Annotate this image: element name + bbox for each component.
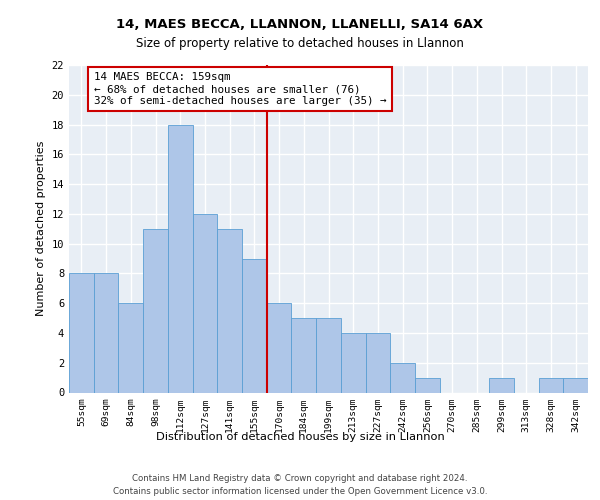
- Text: Size of property relative to detached houses in Llannon: Size of property relative to detached ho…: [136, 38, 464, 51]
- Bar: [69, 274, 94, 392]
- Bar: [217, 229, 242, 392]
- Text: Distribution of detached houses by size in Llannon: Distribution of detached houses by size …: [155, 432, 445, 442]
- Bar: [168, 124, 193, 392]
- Bar: [489, 378, 514, 392]
- Bar: [563, 378, 588, 392]
- Bar: [118, 303, 143, 392]
- Text: Contains HM Land Registry data © Crown copyright and database right 2024.: Contains HM Land Registry data © Crown c…: [132, 474, 468, 483]
- Bar: [267, 303, 292, 392]
- Bar: [242, 258, 267, 392]
- Bar: [341, 333, 365, 392]
- Bar: [390, 362, 415, 392]
- Bar: [539, 378, 563, 392]
- Bar: [94, 274, 118, 392]
- Bar: [292, 318, 316, 392]
- Y-axis label: Number of detached properties: Number of detached properties: [36, 141, 46, 316]
- Bar: [316, 318, 341, 392]
- Text: 14 MAES BECCA: 159sqm
← 68% of detached houses are smaller (76)
32% of semi-deta: 14 MAES BECCA: 159sqm ← 68% of detached …: [94, 72, 386, 106]
- Bar: [143, 229, 168, 392]
- Bar: [193, 214, 217, 392]
- Text: 14, MAES BECCA, LLANNON, LLANELLI, SA14 6AX: 14, MAES BECCA, LLANNON, LLANELLI, SA14 …: [116, 18, 484, 30]
- Bar: [415, 378, 440, 392]
- Text: Contains public sector information licensed under the Open Government Licence v3: Contains public sector information licen…: [113, 488, 487, 496]
- Bar: [365, 333, 390, 392]
